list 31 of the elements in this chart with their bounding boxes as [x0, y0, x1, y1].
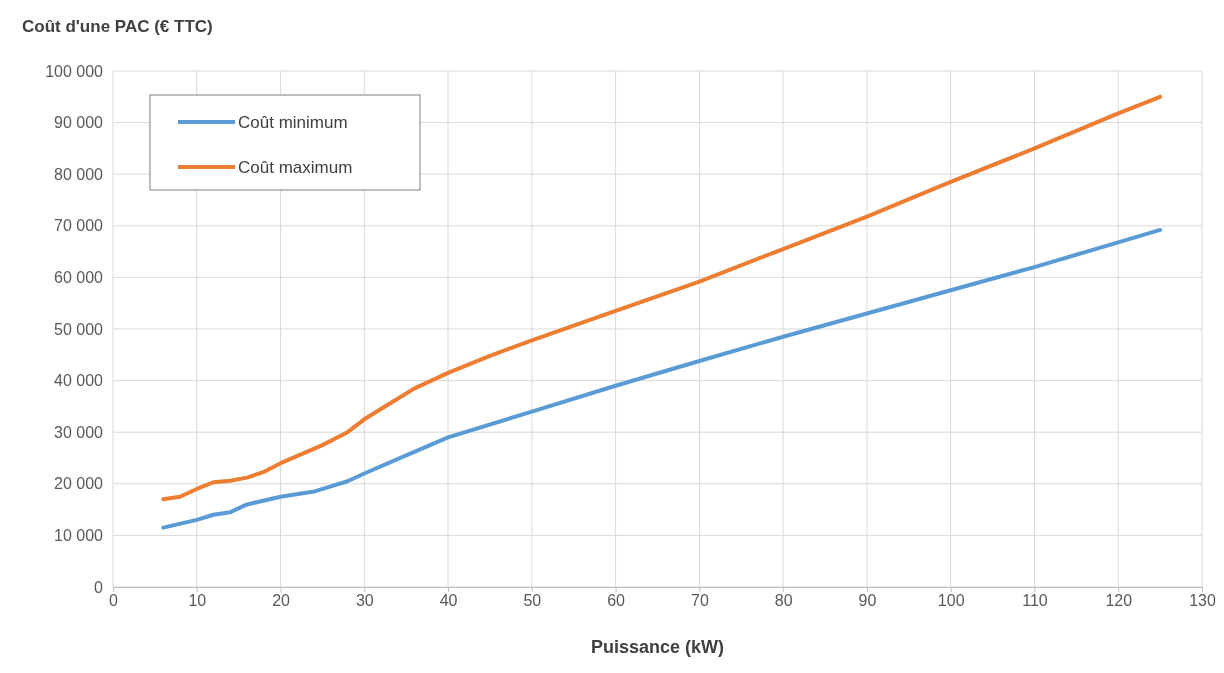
x-tick-label: 110 [1022, 592, 1048, 610]
x-tick-label: 30 [355, 592, 374, 610]
y-tick-label: 10 000 [54, 527, 104, 545]
y-tick-label: 40 000 [54, 372, 104, 390]
y-axis-title: Coût d'une PAC (€ TTC) [22, 17, 213, 36]
y-tick-label: 70 000 [54, 217, 104, 235]
x-tick-label: 70 [690, 592, 709, 610]
x-tick-label: 90 [858, 592, 877, 610]
x-tick-label: 50 [523, 592, 542, 610]
x-tick-label: 0 [109, 592, 119, 610]
y-tick-label: 100 000 [45, 62, 104, 80]
x-tick-label: 20 [272, 592, 291, 610]
y-tick-label: 50 000 [54, 320, 104, 338]
y-tick-label: 60 000 [54, 269, 104, 287]
x-tick-label: 10 [188, 592, 207, 610]
x-tick-label: 80 [774, 592, 793, 610]
x-tick-label: 130 [1189, 592, 1216, 610]
x-tick-label: 120 [1105, 592, 1133, 610]
y-tick-label: 30 000 [54, 423, 104, 441]
line-series [161, 227, 1163, 530]
x-axis-title: Puissance (kW) [590, 637, 725, 657]
y-tick-label: 90 000 [54, 114, 104, 132]
y-tick-label: 0 [94, 578, 104, 596]
legend-label: Coût minimum [238, 113, 348, 132]
line-series [161, 94, 1163, 502]
y-tick-label: 80 000 [54, 165, 104, 183]
y-tick-label: 20 000 [54, 475, 104, 493]
x-tick-label: 60 [607, 592, 626, 610]
x-tick-label: 100 [937, 592, 965, 610]
x-tick-label: 40 [439, 592, 458, 610]
legend-label: Coût maximum [238, 158, 353, 177]
